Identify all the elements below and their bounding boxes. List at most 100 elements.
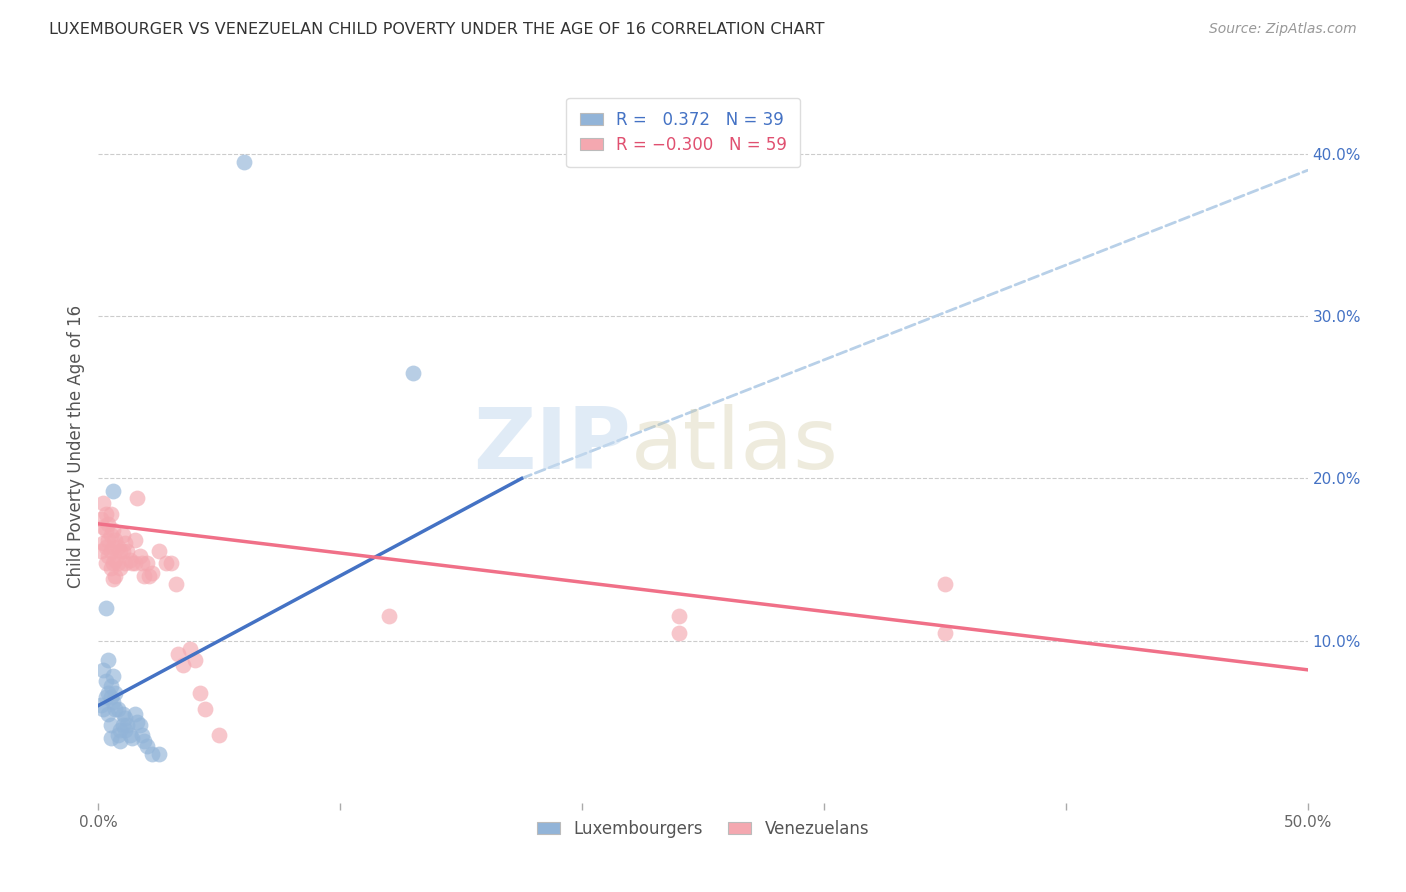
Point — [94, 507, 117, 521]
Point — [91, 536, 114, 550]
Point — [134, 734, 156, 748]
Point — [100, 718, 122, 732]
Point — [934, 625, 956, 640]
Point — [101, 572, 124, 586]
Point — [232, 155, 254, 169]
Point — [111, 528, 134, 542]
Point — [108, 734, 131, 748]
Point — [194, 702, 217, 716]
Text: LUXEMBOURGER VS VENEZUELAN CHILD POVERTY UNDER THE AGE OF 16 CORRELATION CHART: LUXEMBOURGER VS VENEZUELAN CHILD POVERTY… — [49, 22, 825, 37]
Point — [135, 556, 157, 570]
Point — [114, 536, 136, 550]
Text: atlas: atlas — [630, 404, 838, 488]
Point — [107, 556, 129, 570]
Point — [100, 731, 122, 745]
Point — [172, 657, 194, 672]
Point — [94, 540, 117, 554]
Point — [155, 556, 177, 570]
Point — [91, 496, 114, 510]
Point — [100, 507, 122, 521]
Point — [124, 533, 146, 547]
Point — [104, 533, 127, 547]
Point — [97, 653, 120, 667]
Point — [124, 556, 146, 570]
Legend: Luxembourgers, Venezuelans: Luxembourgers, Venezuelans — [530, 814, 876, 845]
Point — [184, 653, 207, 667]
Point — [121, 731, 143, 745]
Point — [208, 728, 231, 742]
Point — [107, 540, 129, 554]
Point — [104, 552, 127, 566]
Point — [134, 568, 156, 582]
Point — [101, 695, 124, 709]
Point — [138, 568, 160, 582]
Point — [97, 549, 120, 564]
Point — [107, 702, 129, 716]
Point — [127, 491, 149, 505]
Point — [141, 566, 163, 580]
Y-axis label: Child Poverty Under the Age of 16: Child Poverty Under the Age of 16 — [66, 304, 84, 588]
Point — [128, 549, 150, 564]
Point — [94, 690, 117, 705]
Point — [114, 556, 136, 570]
Point — [668, 609, 690, 624]
Point — [97, 706, 120, 721]
Point — [114, 711, 136, 725]
Point — [100, 679, 122, 693]
Point — [668, 625, 690, 640]
Point — [100, 544, 122, 558]
Point — [100, 528, 122, 542]
Point — [101, 524, 124, 538]
Text: ZIP: ZIP — [472, 404, 630, 488]
Point — [117, 544, 139, 558]
Point — [104, 568, 127, 582]
Point — [101, 556, 124, 570]
Point — [148, 544, 170, 558]
Point — [135, 739, 157, 753]
Point — [94, 524, 117, 538]
Point — [104, 702, 127, 716]
Point — [90, 698, 112, 713]
Point — [111, 706, 134, 721]
Point — [97, 516, 120, 531]
Point — [160, 556, 183, 570]
Point — [90, 512, 112, 526]
Point — [131, 728, 153, 742]
Point — [94, 556, 117, 570]
Point — [108, 544, 131, 558]
Point — [91, 520, 114, 534]
Point — [118, 728, 141, 742]
Point — [100, 690, 122, 705]
Point — [104, 685, 127, 699]
Point — [141, 747, 163, 761]
Point — [167, 647, 190, 661]
Point — [94, 674, 117, 689]
Point — [128, 718, 150, 732]
Point — [114, 723, 136, 737]
Point — [118, 552, 141, 566]
Point — [91, 702, 114, 716]
Point — [97, 533, 120, 547]
Point — [108, 560, 131, 574]
Point — [148, 747, 170, 761]
Point — [101, 484, 124, 499]
Point — [165, 577, 187, 591]
Point — [127, 714, 149, 729]
Text: Source: ZipAtlas.com: Source: ZipAtlas.com — [1209, 22, 1357, 37]
Point — [131, 556, 153, 570]
Point — [91, 663, 114, 677]
Point — [179, 641, 201, 656]
Point — [97, 685, 120, 699]
Point — [108, 723, 131, 737]
Point — [377, 609, 399, 624]
Point — [124, 706, 146, 721]
Point — [101, 540, 124, 554]
Point — [111, 718, 134, 732]
Point — [188, 685, 211, 699]
Point — [90, 544, 112, 558]
Point — [111, 544, 134, 558]
Point — [402, 366, 425, 380]
Point — [100, 560, 122, 574]
Point — [121, 556, 143, 570]
Point — [934, 577, 956, 591]
